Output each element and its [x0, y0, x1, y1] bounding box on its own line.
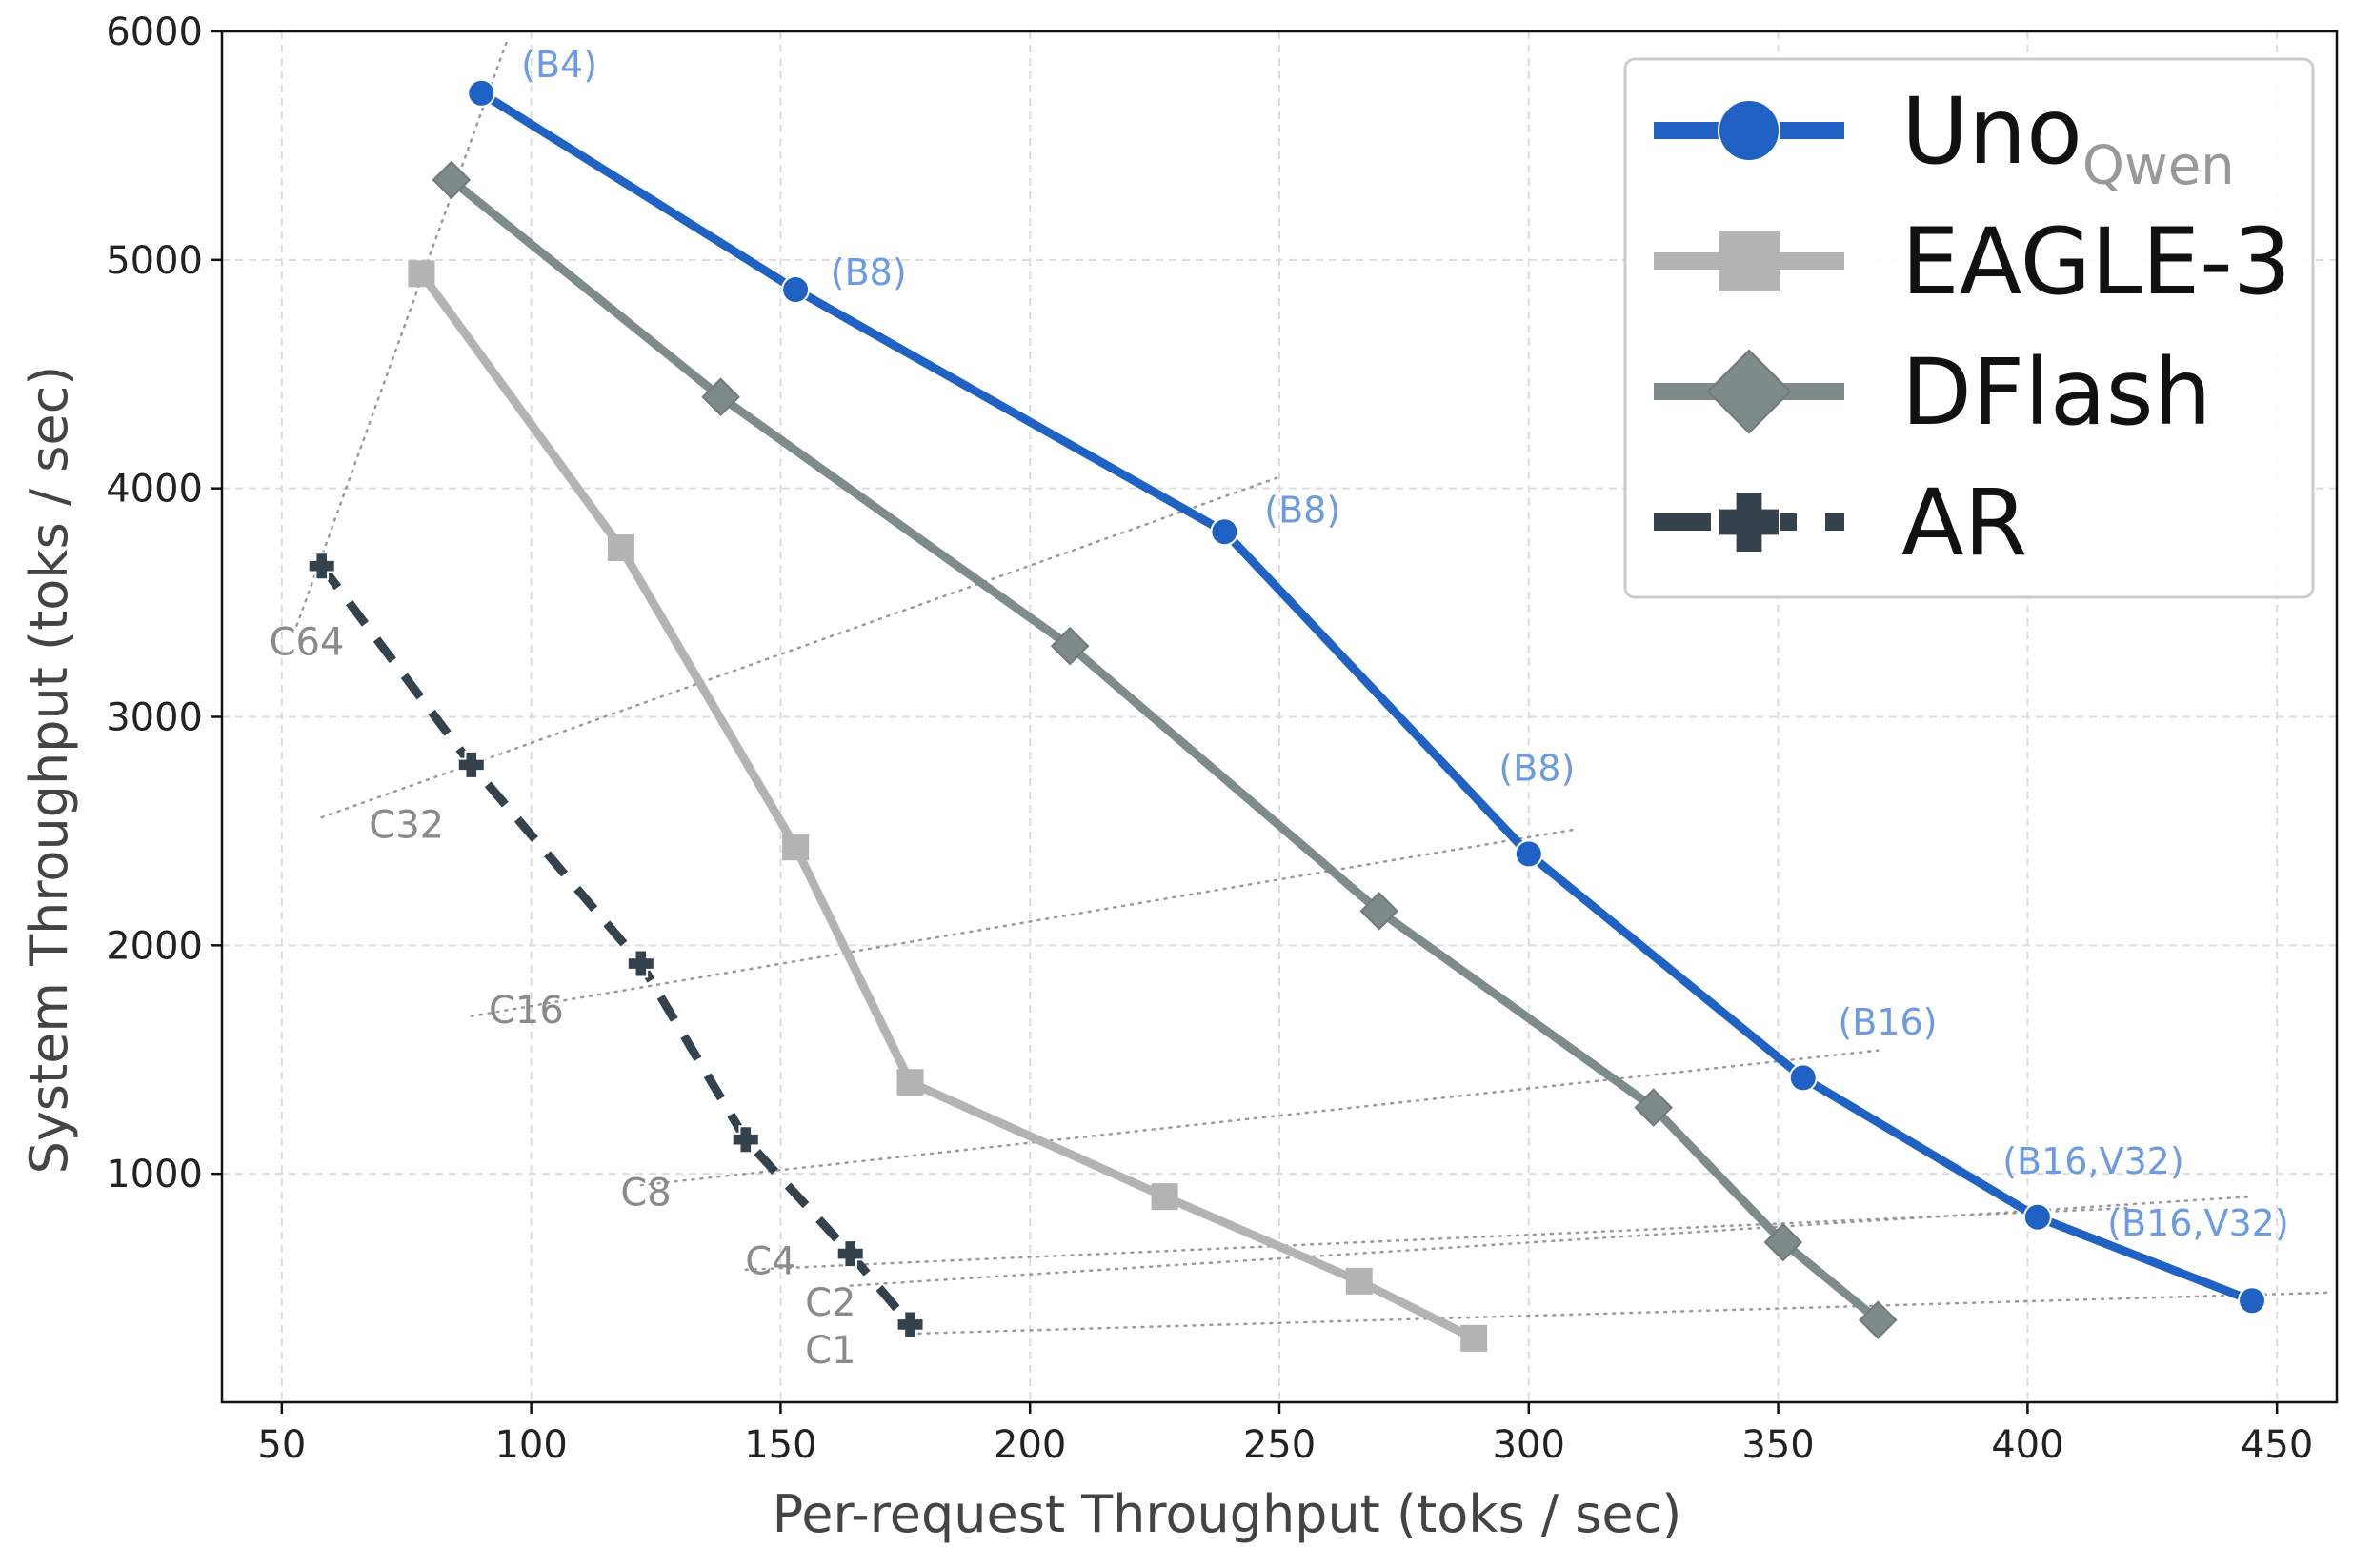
- series-eagle: [408, 260, 1488, 1352]
- x-tick-label: 450: [2241, 1423, 2313, 1467]
- legend-label-subscript: Qwen: [2082, 135, 2235, 197]
- x-tick-label: 300: [1493, 1423, 1565, 1467]
- series-lines: [307, 78, 2266, 1352]
- x-tick-label: 250: [1243, 1423, 1316, 1467]
- x-tick-label: 350: [1741, 1423, 1814, 1467]
- data-point-diamond: [1634, 1088, 1674, 1127]
- data-point-diamond: [432, 160, 472, 200]
- y-tick-label: 6000: [106, 10, 203, 54]
- x-tick-label: 400: [1991, 1423, 2063, 1467]
- y-tick-label: 5000: [106, 239, 203, 283]
- concurrency-guides: [295, 41, 2328, 1336]
- legend-entry-uno: UnoQwen: [1654, 78, 2235, 197]
- legend-label-ar: AR: [1901, 470, 2027, 576]
- concurrency-label: C1: [805, 1329, 855, 1373]
- concurrency-guide-line: [470, 827, 1580, 1017]
- data-point-square: [1460, 1324, 1488, 1352]
- data-point-circle: [1718, 99, 1780, 162]
- x-axis-title: Per-request Throughput (toks / sec): [773, 1484, 1682, 1544]
- data-point-circle: [1788, 1063, 1818, 1093]
- series-dflash: [432, 160, 1898, 1339]
- uno-batch-annotation: (B8): [1498, 748, 1575, 790]
- data-point-circle: [467, 78, 496, 108]
- data-point-plus: [456, 750, 486, 779]
- uno-batch-annotation: (B16,V32): [2002, 1140, 2184, 1182]
- data-point-diamond: [1359, 892, 1399, 931]
- x-tick-label: 50: [257, 1423, 306, 1467]
- data-point-circle: [1514, 839, 1543, 869]
- data-point-diamond: [1050, 626, 1090, 666]
- y-tick-label: 3000: [106, 696, 203, 740]
- data-point-circle: [2022, 1202, 2052, 1232]
- x-tick-label: 150: [744, 1423, 816, 1467]
- legend-entry-dflash: DFlash: [1654, 339, 2212, 446]
- data-point-plus: [307, 552, 336, 581]
- data-point-circle: [1210, 517, 1239, 547]
- concurrency-guide-line: [849, 1195, 2254, 1287]
- concurrency-label: C2: [805, 1281, 855, 1325]
- data-point-square: [607, 534, 634, 562]
- legend-entry-ar: AR: [1654, 470, 2027, 576]
- data-point-diamond: [701, 377, 740, 417]
- y-tick-label: 2000: [106, 924, 203, 968]
- concurrency-label: C16: [489, 989, 564, 1033]
- series-line-ar: [318, 563, 914, 1328]
- uno-batch-annotation: (B16): [1838, 1001, 1937, 1043]
- concurrency-label: C32: [369, 804, 444, 848]
- legend-label-eagle: EAGLE-3: [1901, 209, 2291, 315]
- uno-batch-annotation: (B8): [831, 251, 907, 293]
- legend-box: [1623, 57, 2315, 599]
- legend-entry-eagle: EAGLE-3: [1654, 209, 2291, 315]
- axes: 50 100 150 200 250 300 350 400 450 1000 2000 3000 40…: [106, 10, 2339, 1467]
- concurrency-label: C64: [270, 621, 345, 665]
- concurrency-guide-line: [909, 1291, 2328, 1336]
- x-tick-label: 200: [994, 1423, 1066, 1467]
- y-tick-label: 1000: [106, 1153, 203, 1196]
- series-uno: [467, 78, 2266, 1316]
- data-point-square: [782, 834, 810, 861]
- data-point-square: [1151, 1183, 1178, 1211]
- series-ar: [307, 552, 925, 1339]
- data-point-plus: [895, 1310, 925, 1339]
- x-tick-label: 100: [494, 1423, 567, 1467]
- concurrency-guide-line: [295, 41, 508, 627]
- y-tick-label: 4000: [106, 468, 203, 512]
- uno-batch-annotation: (B8): [1264, 490, 1340, 532]
- uno-batch-annotation: (B16,V32): [2107, 1202, 2289, 1244]
- data-point-diamond: [1858, 1300, 1898, 1339]
- data-point-plus: [1718, 491, 1780, 553]
- concurrency-guide-line: [320, 475, 1281, 819]
- data-point-diamond: [1706, 349, 1792, 434]
- legend: UnoQwen EAGLE-3 DFlash AR: [1623, 57, 2315, 599]
- data-point-square: [408, 260, 435, 288]
- data-point-square: [1345, 1267, 1373, 1295]
- concurrency-label: C8: [620, 1172, 671, 1216]
- legend-label-uno: UnoQwen: [1901, 78, 2235, 197]
- series-line-eagle: [416, 269, 1478, 1343]
- data-point-square: [896, 1069, 924, 1096]
- data-point-square: [1719, 231, 1780, 291]
- data-point-plus: [626, 949, 655, 978]
- y-axis-title: System Throughput (toks / sec): [19, 366, 79, 1175]
- concurrency-guide-line: [639, 1049, 1880, 1187]
- concurrency-label: C4: [745, 1240, 795, 1284]
- legend-label-dflash: DFlash: [1901, 339, 2212, 446]
- data-point-plus: [835, 1239, 865, 1269]
- data-point-circle: [781, 275, 811, 305]
- data-point-diamond: [1763, 1222, 1803, 1262]
- data-point-plus: [731, 1125, 760, 1155]
- uno-batch-annotation: (B4): [521, 44, 597, 86]
- data-point-circle: [2237, 1286, 2266, 1316]
- concurrency-guide-line: [744, 1206, 2129, 1272]
